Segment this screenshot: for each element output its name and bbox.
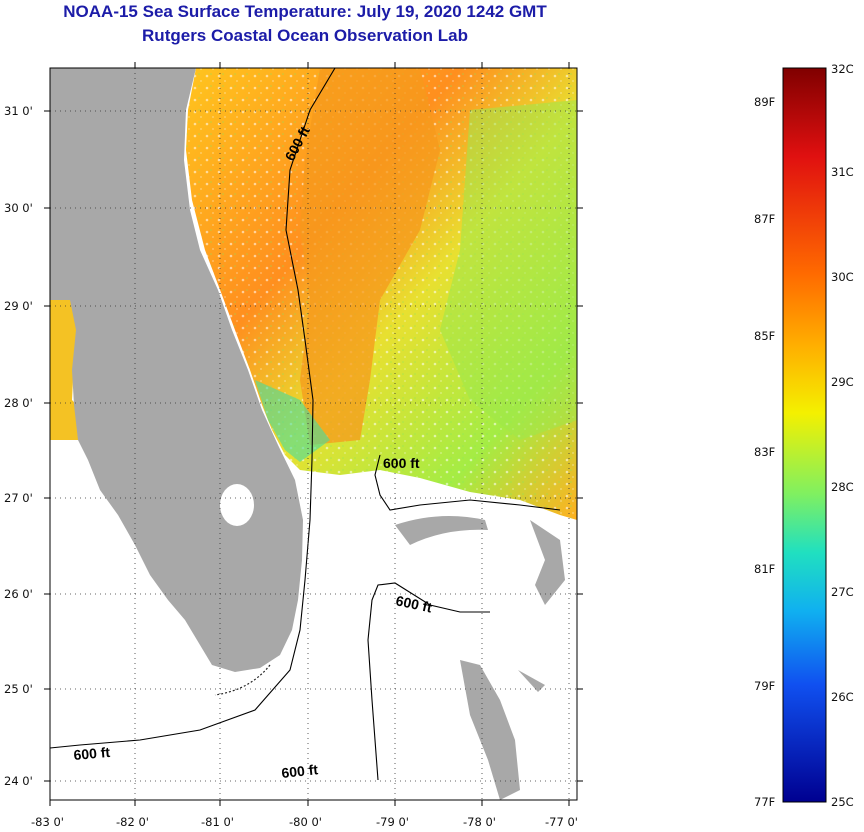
map-border bbox=[49, 67, 578, 801]
grand-bahama bbox=[395, 516, 488, 545]
lat-label: 30 0' bbox=[4, 201, 33, 215]
florida-keys bbox=[214, 664, 271, 696]
lon-label: -80 0' bbox=[289, 815, 322, 829]
lon-label: -78 0' bbox=[463, 815, 496, 829]
lon-label: -81 0' bbox=[201, 815, 234, 829]
andros-island bbox=[460, 660, 520, 800]
colorbar-ramp bbox=[782, 67, 827, 803]
lake-okeechobee bbox=[220, 484, 254, 526]
nearshore-cool-water bbox=[255, 380, 330, 462]
contour-label: 600 ft bbox=[394, 592, 433, 615]
shelf-cool-water bbox=[440, 100, 577, 440]
colorbar-celsius-labels: 32C 31C 30C 29C 28C 27C 26C 25C bbox=[831, 62, 854, 809]
cb-c-label: 28C bbox=[831, 480, 854, 494]
contour-600ft-bahamas bbox=[374, 454, 561, 511]
lat-label: 28 0' bbox=[4, 396, 33, 410]
cb-f-label: 81F bbox=[754, 562, 775, 576]
contour-600ft-east bbox=[50, 68, 336, 749]
contour-label: 600 ft bbox=[281, 761, 319, 781]
map-title: NOAA-15 Sea Surface Temperature: July 19… bbox=[63, 2, 547, 21]
cb-c-label: 26C bbox=[831, 690, 854, 704]
cb-c-label: 30C bbox=[831, 270, 854, 284]
contour-600ft-channel bbox=[367, 582, 490, 781]
abaco-island bbox=[530, 520, 565, 605]
graticule bbox=[50, 68, 577, 800]
lat-label: 25 0' bbox=[4, 682, 33, 696]
lat-label: 24 0' bbox=[4, 774, 33, 788]
cb-c-label: 27C bbox=[831, 585, 854, 599]
lat-label: 26 0' bbox=[4, 587, 33, 601]
cb-f-label: 79F bbox=[754, 679, 775, 693]
eleuthera-island bbox=[518, 670, 545, 692]
latitude-labels: 31 0' 30 0' 29 0' 28 0' 27 0' 26 0' 25 0… bbox=[4, 104, 33, 788]
contour-label: 600 ft bbox=[73, 744, 111, 763]
map-subtitle: Rutgers Coastal Ocean Observation Lab bbox=[142, 26, 468, 45]
axis-ticks bbox=[44, 62, 583, 806]
lat-label: 31 0' bbox=[4, 104, 33, 118]
cb-f-label: 87F bbox=[754, 212, 775, 226]
lat-label: 29 0' bbox=[4, 299, 33, 313]
lat-label: 27 0' bbox=[4, 491, 33, 505]
cb-c-label: 29C bbox=[831, 375, 854, 389]
cb-c-label: 32C bbox=[831, 62, 854, 76]
cb-f-label: 85F bbox=[754, 329, 775, 343]
colorbar-fahrenheit-labels: 89F 87F 85F 83F 81F 79F 77F bbox=[754, 95, 775, 809]
cb-f-label: 89F bbox=[754, 95, 775, 109]
lon-label: -82 0' bbox=[116, 815, 149, 829]
sst-field-gulf bbox=[50, 300, 90, 440]
lon-label: -79 0' bbox=[376, 815, 409, 829]
cb-f-label: 83F bbox=[754, 445, 775, 459]
cb-c-label: 31C bbox=[831, 165, 854, 179]
lon-label: -77 0' bbox=[545, 815, 578, 829]
gulf-stream-warm-band bbox=[300, 68, 440, 445]
cb-c-label: 25C bbox=[831, 795, 854, 809]
cb-f-label: 77F bbox=[754, 795, 775, 809]
contour-label: 600 ft bbox=[383, 455, 420, 471]
longitude-labels: -83 0' -82 0' -81 0' -80 0' -79 0' -78 0… bbox=[31, 815, 578, 829]
lon-label: -83 0' bbox=[31, 815, 64, 829]
